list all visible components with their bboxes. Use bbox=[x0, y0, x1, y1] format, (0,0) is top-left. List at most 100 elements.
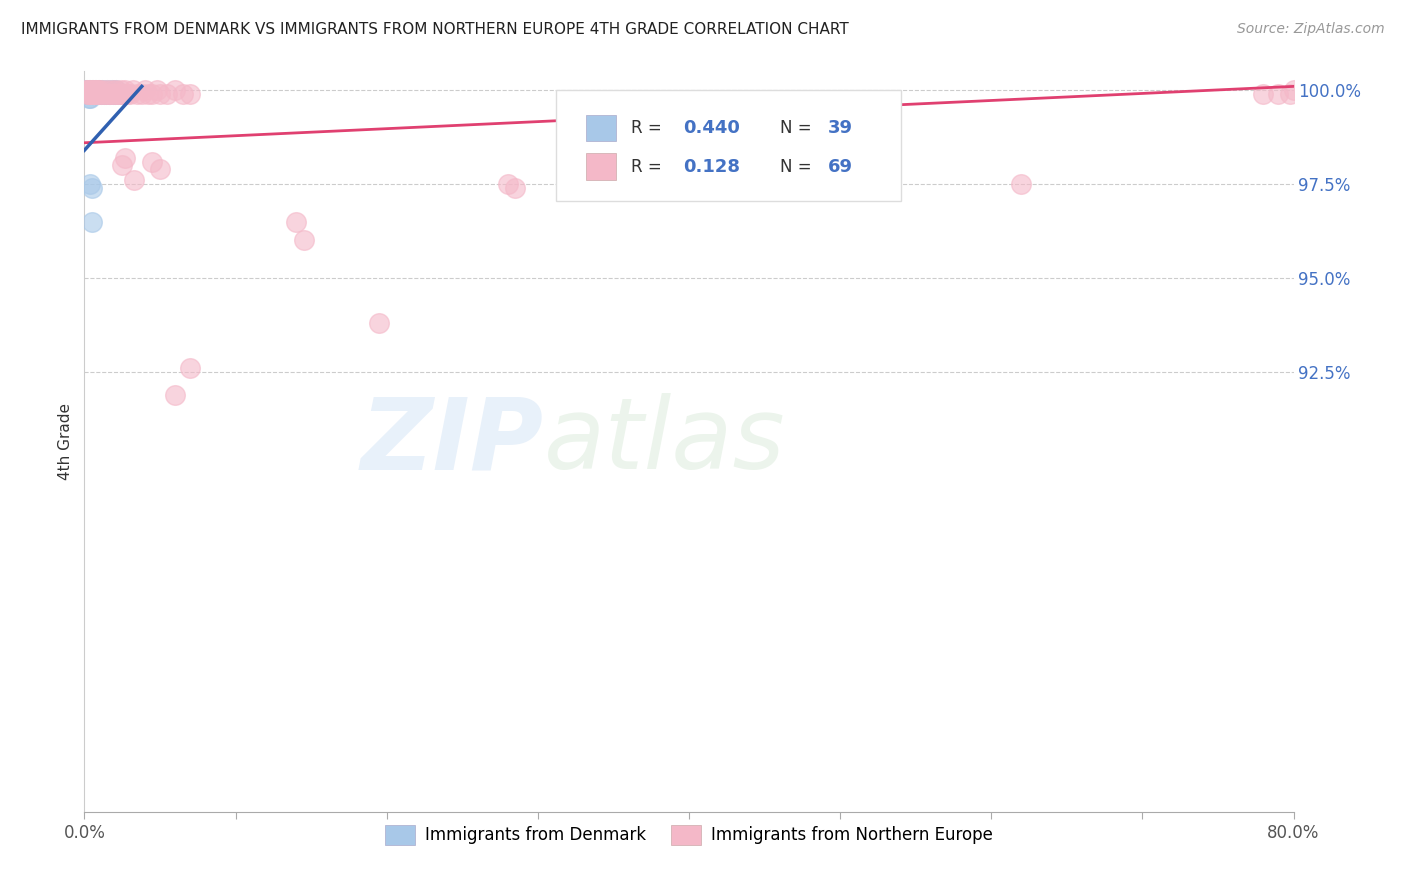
Point bbox=[1282, 83, 1305, 97]
Text: IMMIGRANTS FROM DENMARK VS IMMIGRANTS FROM NORTHERN EUROPE 4TH GRADE CORRELATION: IMMIGRANTS FROM DENMARK VS IMMIGRANTS FR… bbox=[21, 22, 849, 37]
Text: N =: N = bbox=[780, 158, 817, 176]
Point bbox=[107, 87, 129, 101]
Point bbox=[108, 87, 131, 101]
Point bbox=[96, 83, 118, 97]
Point bbox=[76, 83, 98, 97]
Point bbox=[496, 177, 519, 191]
Point bbox=[368, 316, 391, 330]
Point bbox=[107, 87, 129, 101]
Legend: Immigrants from Denmark, Immigrants from Northern Europe: Immigrants from Denmark, Immigrants from… bbox=[378, 818, 1000, 852]
Point bbox=[77, 83, 100, 97]
Point bbox=[97, 87, 120, 101]
Text: atlas: atlas bbox=[544, 393, 786, 490]
Point bbox=[96, 83, 118, 97]
Point bbox=[84, 87, 107, 101]
Point bbox=[87, 87, 110, 101]
Point bbox=[91, 83, 114, 97]
Text: Source: ZipAtlas.com: Source: ZipAtlas.com bbox=[1237, 22, 1385, 37]
Point bbox=[79, 177, 101, 191]
Point bbox=[100, 83, 122, 97]
Text: ZIP: ZIP bbox=[361, 393, 544, 490]
Point bbox=[1253, 87, 1275, 101]
Point bbox=[79, 87, 101, 101]
Point bbox=[105, 83, 128, 97]
Point bbox=[1279, 87, 1302, 101]
Y-axis label: 4th Grade: 4th Grade bbox=[58, 403, 73, 480]
Point bbox=[87, 83, 110, 97]
Point bbox=[80, 87, 103, 101]
Point bbox=[89, 87, 111, 101]
Point bbox=[285, 215, 308, 229]
Point bbox=[90, 87, 112, 101]
Point bbox=[75, 83, 97, 97]
Point bbox=[93, 87, 115, 101]
Point bbox=[82, 87, 104, 101]
Point bbox=[165, 83, 187, 97]
Point bbox=[100, 83, 122, 97]
Point bbox=[141, 154, 163, 169]
Point bbox=[86, 83, 108, 97]
Point bbox=[84, 83, 107, 97]
Bar bbox=[586, 115, 616, 142]
Point bbox=[104, 87, 127, 101]
Point bbox=[84, 87, 107, 101]
Text: 0.440: 0.440 bbox=[683, 119, 740, 137]
Point bbox=[93, 87, 115, 101]
Point bbox=[75, 87, 97, 101]
Point bbox=[82, 83, 104, 97]
Point bbox=[76, 87, 98, 101]
Point bbox=[80, 83, 103, 97]
Point bbox=[79, 83, 101, 97]
Point bbox=[77, 87, 100, 101]
Point bbox=[114, 151, 136, 165]
Point bbox=[89, 87, 111, 101]
Point bbox=[118, 87, 141, 101]
Point bbox=[101, 87, 124, 101]
Point bbox=[94, 87, 117, 101]
Point bbox=[77, 87, 100, 101]
Point bbox=[111, 87, 134, 101]
Point bbox=[111, 87, 134, 101]
Point bbox=[89, 83, 111, 97]
Point bbox=[105, 83, 128, 97]
Point bbox=[82, 87, 104, 101]
Point bbox=[503, 181, 526, 195]
Point bbox=[80, 181, 103, 195]
Point bbox=[101, 87, 124, 101]
Point bbox=[127, 87, 149, 101]
Point bbox=[90, 87, 112, 101]
Point bbox=[82, 83, 104, 97]
Point bbox=[1011, 177, 1033, 191]
Point bbox=[91, 83, 114, 97]
Point bbox=[165, 387, 187, 401]
Text: R =: R = bbox=[631, 158, 666, 176]
Text: N =: N = bbox=[780, 119, 817, 137]
Point bbox=[76, 87, 98, 101]
Text: R =: R = bbox=[631, 119, 666, 137]
Point bbox=[76, 87, 98, 101]
Point bbox=[111, 158, 134, 172]
Point bbox=[156, 87, 179, 101]
Point bbox=[77, 83, 100, 97]
Point bbox=[75, 83, 97, 97]
Point bbox=[97, 87, 120, 101]
Point bbox=[80, 215, 103, 229]
Point bbox=[179, 87, 201, 101]
Point bbox=[136, 87, 159, 101]
Point bbox=[131, 87, 153, 101]
Point bbox=[98, 87, 121, 101]
Point bbox=[292, 234, 315, 248]
Point bbox=[112, 87, 135, 101]
Point bbox=[149, 162, 172, 177]
Point bbox=[79, 87, 101, 101]
Point bbox=[94, 87, 117, 101]
Point bbox=[89, 83, 111, 97]
Point bbox=[115, 87, 138, 101]
Point bbox=[98, 87, 121, 101]
Point bbox=[75, 87, 97, 101]
Point bbox=[141, 87, 163, 101]
Text: 69: 69 bbox=[828, 158, 853, 176]
Point bbox=[110, 83, 132, 97]
Point bbox=[86, 87, 108, 101]
Point bbox=[146, 83, 169, 97]
